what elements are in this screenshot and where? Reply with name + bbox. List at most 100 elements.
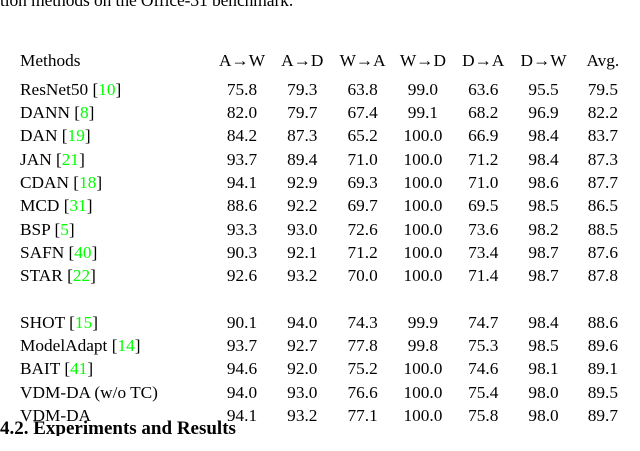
citation-bracket-open: [ xyxy=(54,219,61,239)
method-name-cell: BSP [5] xyxy=(8,218,212,241)
method-label: ModelAdapt xyxy=(20,336,108,356)
citation-reference[interactable]: [31] xyxy=(64,196,93,215)
accuracy-cell: 92.6 xyxy=(226,266,258,286)
accuracy-cell: 87.7 xyxy=(587,172,618,192)
citation-number[interactable]: 8 xyxy=(80,103,89,123)
citation-number[interactable]: 41 xyxy=(70,359,88,379)
accuracy-cell: 98.7 xyxy=(528,266,559,286)
column-header-w2d: W→D xyxy=(399,51,446,71)
accuracy-cell: 71.0 xyxy=(347,149,378,169)
citation-number[interactable]: 5 xyxy=(60,219,69,239)
column-header-a2w: A→W xyxy=(218,51,266,71)
accuracy-cell: 100.0 xyxy=(403,219,443,239)
accuracy-cell: 100.0 xyxy=(403,126,443,146)
citation-reference[interactable]: [22] xyxy=(67,266,96,285)
method-name-cell: BAIT [41] xyxy=(8,357,212,380)
accuracy-cell: 87.6 xyxy=(587,242,618,262)
accuracy-cell: 98.4 xyxy=(528,312,559,332)
citation-bracket-close: ] xyxy=(91,242,98,262)
citation-bracket-open: [ xyxy=(69,312,75,332)
citation-number[interactable]: 22 xyxy=(72,266,91,286)
accuracy-cell: 99.8 xyxy=(407,336,439,356)
citation-bracket-open: [ xyxy=(67,266,73,286)
method-name-cell: DANN [8] xyxy=(8,101,212,124)
citation-bracket-open: [ xyxy=(92,79,99,99)
citation-number[interactable]: 40 xyxy=(74,242,92,262)
accuracy-cell: 100.0 xyxy=(403,266,443,286)
method-label: DAN xyxy=(20,126,58,146)
accuracy-cell: 94.0 xyxy=(226,382,258,402)
citation-bracket-close: ] xyxy=(79,149,85,169)
accuracy-cell: 98.0 xyxy=(528,405,559,425)
accuracy-cell: 77.1 xyxy=(347,405,378,425)
citation-number[interactable]: 21 xyxy=(61,149,80,169)
accuracy-cell: 98.2 xyxy=(528,219,559,239)
method-label: MCD xyxy=(20,196,60,216)
table-caption: tion methods on the Office-31 benchmark. xyxy=(0,0,640,13)
method-name-cell: VDM-DA xyxy=(8,404,212,427)
citation-bracket-close: ] xyxy=(115,79,122,99)
citation-bracket-close: ] xyxy=(90,266,96,286)
table-row: VDM-DA (w/o TC) 94.0 93.0 76.6 100.0 75.4 98.0… xyxy=(8,381,632,404)
section-heading: 4.2. Experiments and Results xyxy=(0,420,640,436)
citation-number[interactable]: 31 xyxy=(69,196,87,216)
accuracy-cell: 86.5 xyxy=(587,196,618,216)
accuracy-cell: 89.6 xyxy=(587,336,618,356)
accuracy-cell: 92.9 xyxy=(287,172,318,192)
table-row: MCD [31] 88.6 92.2 69.7 100.0 69.5 98.5 86.5 xyxy=(8,194,632,217)
method-name-cell: CDAN [18] xyxy=(8,171,212,194)
method-label: CDAN xyxy=(20,172,69,192)
accuracy-cell: 100.0 xyxy=(403,405,443,425)
citation-number[interactable]: 18 xyxy=(79,172,97,192)
section-heading-text: 4.2. Experiments and Results xyxy=(0,420,236,436)
accuracy-cell: 76.6 xyxy=(347,382,378,402)
accuracy-cell: 72.6 xyxy=(347,219,378,239)
results-table: Methods A→W A→D W→A W→D D→A D→W Avg. Res… xyxy=(8,26,632,451)
accuracy-cell: 100.0 xyxy=(403,382,443,402)
method-name-cell: STAR [22] xyxy=(8,264,212,287)
accuracy-cell: 89.7 xyxy=(587,405,618,425)
accuracy-cell: 82.2 xyxy=(587,103,618,123)
accuracy-cell: 98.7 xyxy=(528,242,559,262)
accuracy-cell: 100.0 xyxy=(403,172,443,192)
citation-reference[interactable]: [19] xyxy=(62,126,91,145)
accuracy-cell: 63.6 xyxy=(468,79,499,99)
table-body: ResNet50 [10] 75.8 79.3 63.8 99.0 63.6 95.5 79.… xyxy=(8,78,632,427)
citation-reference[interactable]: [5] xyxy=(54,220,74,239)
accuracy-cell: 83.7 xyxy=(587,126,618,146)
citation-reference[interactable]: [40] xyxy=(69,243,98,262)
column-header-d2w: D→W xyxy=(520,51,567,71)
accuracy-cell: 69.7 xyxy=(347,196,378,216)
citation-reference[interactable]: [41] xyxy=(64,359,93,378)
accuracy-cell: 63.8 xyxy=(347,79,378,99)
citation-bracket-close: ] xyxy=(88,103,95,123)
method-label: SAFN xyxy=(20,242,65,262)
citation-bracket-close: ] xyxy=(68,219,75,239)
column-header-methods: Methods xyxy=(20,51,81,71)
column-header-d2a: D→A xyxy=(462,51,505,71)
citation-bracket-close: ] xyxy=(134,336,141,356)
accuracy-cell: 100.0 xyxy=(403,359,443,379)
accuracy-cell: 73.6 xyxy=(468,219,499,239)
citation-reference[interactable]: [8] xyxy=(74,103,94,122)
citation-number[interactable]: 15 xyxy=(74,312,93,332)
method-label: VDM-DA xyxy=(20,405,92,425)
method-label: JAN xyxy=(20,149,52,169)
accuracy-cell: 75.8 xyxy=(468,405,499,425)
citation-reference[interactable]: [10] xyxy=(92,80,121,99)
citation-reference[interactable]: [18] xyxy=(73,173,102,192)
table-row: SAFN [40] 90.3 92.1 71.2 100.0 73.4 98.7 87.6 xyxy=(8,241,632,264)
accuracy-cell: 93.7 xyxy=(226,336,258,356)
column-header-w2a: W→A xyxy=(339,51,386,71)
citation-number[interactable]: 10 xyxy=(98,79,116,99)
method-label: STAR xyxy=(20,266,63,286)
citation-number[interactable]: 19 xyxy=(67,126,85,146)
citation-number[interactable]: 14 xyxy=(117,336,135,356)
accuracy-cell: 82.0 xyxy=(226,103,258,123)
citation-reference[interactable]: [14] xyxy=(112,336,141,355)
accuracy-cell: 93.0 xyxy=(287,219,318,239)
citation-reference[interactable]: [21] xyxy=(56,150,85,169)
citation-reference[interactable]: [15] xyxy=(69,313,98,332)
accuracy-cell: 75.2 xyxy=(347,359,378,379)
citation-bracket-open: [ xyxy=(64,359,71,379)
